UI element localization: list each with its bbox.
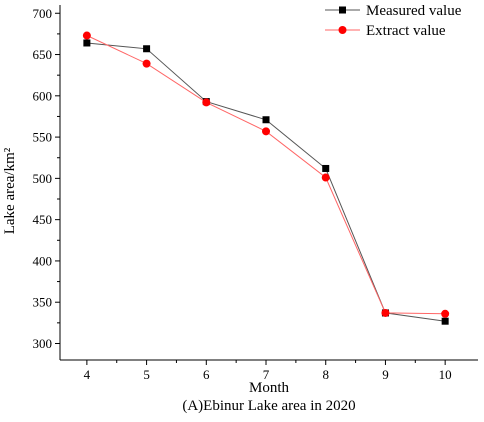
- series-1-point: [441, 317, 449, 325]
- series-2-point: [202, 98, 211, 107]
- x-axis-title: Month: [249, 380, 290, 396]
- y-tick-label: 700: [33, 6, 53, 21]
- x-tick-label: 9: [382, 367, 389, 382]
- x-tick-label: 8: [322, 367, 329, 382]
- series-2-point: [441, 309, 450, 318]
- legend-label: Extract value: [366, 23, 446, 39]
- series-2-point: [142, 59, 151, 68]
- x-tick-label: 10: [439, 367, 452, 382]
- legend-label: Measured value: [366, 3, 462, 19]
- y-tick-label: 650: [33, 47, 53, 62]
- legend: Measured value Extract value: [325, 3, 462, 39]
- y-tick-label: 350: [33, 295, 53, 310]
- y-axis-title: Lake area/km²: [2, 147, 18, 234]
- series-2-point: [82, 31, 91, 40]
- x-tick-label: 7: [263, 367, 270, 382]
- chart-caption: (A)Ebinur Lake area in 2020: [182, 398, 355, 414]
- y-tick-label: 500: [33, 171, 53, 186]
- y-tick-label: 400: [33, 253, 53, 268]
- y-tick-label: 600: [33, 88, 53, 103]
- x-tick-label: 4: [84, 367, 91, 382]
- x-tick-label: 5: [143, 367, 150, 382]
- legend-marker: [339, 6, 346, 14]
- series-2-point: [381, 308, 390, 317]
- series-line-1: [86, 42, 446, 322]
- y-tick-label: 450: [33, 212, 53, 227]
- series-line-2: [86, 35, 446, 315]
- series-2-point: [262, 127, 271, 136]
- series-1-point: [143, 45, 151, 53]
- series-layer: [82, 31, 450, 325]
- y-tick-label: 300: [33, 336, 53, 351]
- series-2-point: [321, 173, 330, 182]
- x-tick-label: 6: [203, 367, 210, 382]
- y-tick-label: 550: [33, 130, 53, 145]
- axes: 300 350 400 450 500 550 600 650 700 4 5 6 7 8 9 10: [33, 5, 478, 382]
- series-1-point: [262, 116, 270, 124]
- series-1-point: [322, 164, 330, 172]
- series-1-point: [83, 39, 91, 47]
- legend-marker: [338, 26, 347, 34]
